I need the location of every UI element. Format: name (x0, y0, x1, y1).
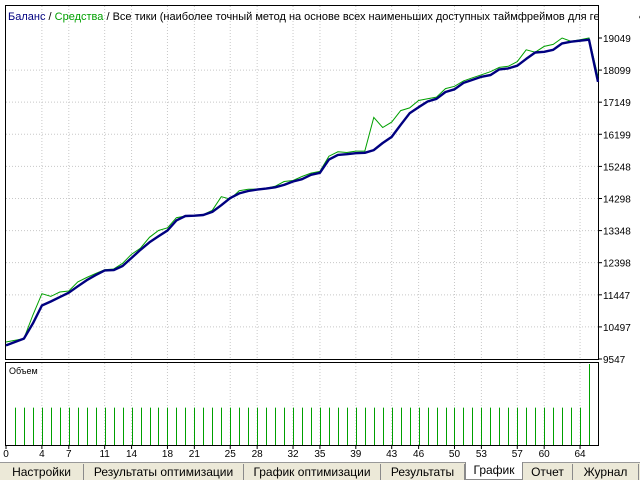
x-tick-label: 35 (314, 449, 326, 460)
x-tick-label: 32 (287, 449, 299, 460)
balance-legend-label: Баланс (8, 11, 46, 23)
x-tick-label: 18 (162, 449, 174, 460)
volume-bars (15, 364, 590, 445)
tab-4[interactable]: График (465, 462, 523, 480)
y-tick-label: 9547 (603, 355, 626, 366)
x-tick-label: 0 (3, 449, 9, 460)
legend-separator-slash: / (49, 11, 53, 23)
tester-tabs: Настройки Результаты оптимизации График оп… (0, 462, 640, 480)
x-tick-label: 53 (476, 449, 488, 460)
volume-panel-label: Объем (9, 366, 38, 376)
y-tick-label: 15248 (603, 162, 631, 173)
main-plot-frame (5, 5, 599, 360)
x-tick-label: 43 (386, 449, 398, 460)
x-tick-label: 21 (189, 449, 201, 460)
y-tick-label: 13348 (603, 227, 631, 238)
y-tick-label: 12398 (603, 259, 631, 270)
x-tick-label: 25 (225, 449, 237, 460)
x-tick-label: 57 (512, 449, 524, 460)
x-tick-label: 60 (539, 449, 551, 460)
test-model-description: Все тики (наиболее точный метод на основ… (113, 11, 640, 23)
svg-text:Баланс / Средства: Баланс / Средства / Все тики (наиболее т… (8, 11, 640, 23)
x-tick-label: 64 (574, 449, 586, 460)
y-tick-label: 11447 (603, 291, 631, 302)
y-tick-label: 19049 (603, 34, 631, 45)
balance-line (5, 38, 600, 347)
tab-6[interactable]: Журнал (573, 464, 639, 480)
y-axis-labels: 19049 18099 17149 16199 15248 14298 13348 12398… (598, 34, 631, 366)
y-tick-label: 16199 (603, 130, 631, 141)
main-grid (6, 6, 598, 359)
tab-2[interactable]: График оптимизации (244, 464, 381, 480)
x-tick-label: 28 (252, 449, 264, 460)
tester-chart: 19049 18099 17149 16199 15248 14298 13348 12398… (3, 5, 640, 460)
volume-plot-frame (5, 362, 599, 446)
tab-0[interactable]: Настройки (0, 464, 84, 480)
tab-3[interactable]: Результаты (381, 464, 465, 480)
x-tick-label: 7 (66, 449, 72, 460)
tab-1[interactable]: Результаты оптимизации (84, 464, 244, 480)
tab-5[interactable]: Отчет (523, 464, 573, 480)
x-tick-label: 50 (449, 449, 461, 460)
x-tick-label: 46 (413, 449, 425, 460)
y-tick-label: 17149 (603, 98, 631, 109)
x-tick-label: 4 (39, 449, 45, 460)
y-tick-label: 18099 (603, 66, 631, 77)
x-tick-label: 14 (126, 449, 138, 460)
x-tick-label: 11 (99, 449, 110, 460)
y-tick-label: 14298 (603, 195, 631, 206)
x-axis-labels: 0 4 7 11 14 18 21 25 28 32 35 39 43 46 50 53 57 60 64 (3, 445, 586, 460)
x-tick-label: 39 (350, 449, 362, 460)
equity-legend-label: Средства (55, 11, 105, 23)
y-tick-label: 10497 (603, 323, 631, 334)
